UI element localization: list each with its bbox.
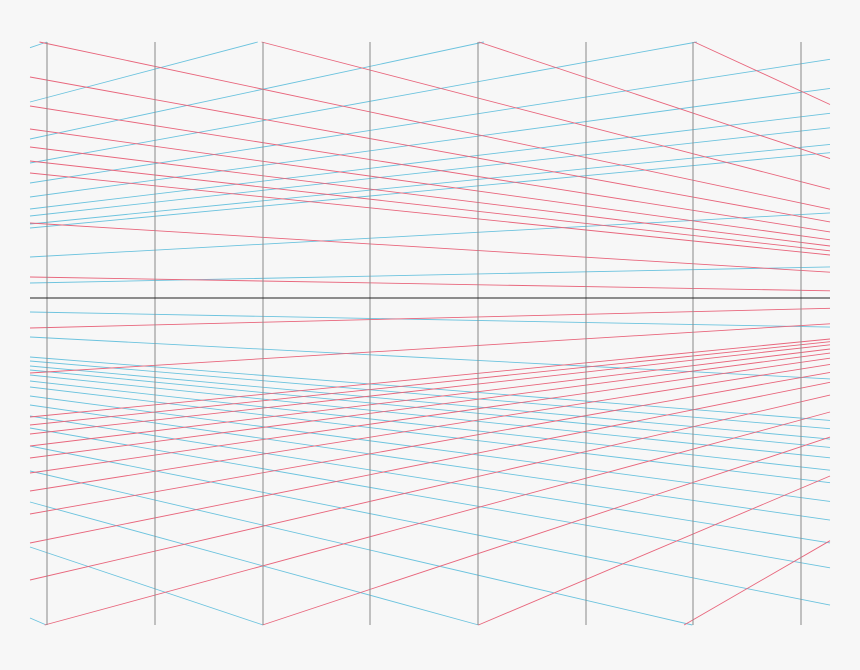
- right-perspective-line: [478, 41, 831, 160]
- right-perspective-line: [29, 348, 831, 447]
- right-perspective-line: [29, 363, 831, 492]
- right-perspective-line: [29, 76, 831, 223]
- left-perspective-line: [29, 415, 831, 544]
- left-perspective-line: [29, 427, 831, 569]
- right-perspective-line: [29, 160, 831, 252]
- right-perspective-line: [29, 344, 831, 435]
- right-perspective-line: [44, 411, 831, 626]
- left-perspective-line: [29, 360, 831, 430]
- right-vanishing-fan: [29, 41, 831, 626]
- left-perspective-line: [29, 152, 831, 229]
- left-perspective-line: [29, 58, 831, 184]
- right-perspective-line: [29, 276, 831, 292]
- left-perspective-line: [29, 365, 831, 440]
- right-perspective-line: [29, 338, 831, 418]
- left-perspective-line: [29, 501, 479, 626]
- left-perspective-line: [29, 112, 831, 210]
- right-perspective-line: [29, 146, 831, 247]
- left-vanishing-fan: [29, 41, 831, 626]
- left-perspective-line: [29, 41, 484, 140]
- right-perspective-line: [29, 222, 831, 273]
- left-perspective-line: [29, 617, 47, 626]
- right-perspective-line: [29, 105, 831, 233]
- right-perspective-line: [478, 475, 831, 626]
- left-perspective-line: [29, 266, 831, 284]
- left-perspective-line: [29, 445, 831, 606]
- right-perspective-line: [29, 128, 831, 241]
- left-perspective-line: [29, 470, 693, 626]
- left-perspective-line: [29, 386, 831, 484]
- right-perspective-line: [29, 307, 831, 329]
- right-perspective-line: [683, 540, 831, 626]
- left-perspective-line: [29, 374, 831, 459]
- left-perspective-line: [29, 380, 831, 471]
- right-perspective-line: [29, 172, 831, 256]
- vertical-lines: [46, 42, 802, 625]
- left-perspective-line: [29, 546, 264, 626]
- left-perspective-line: [29, 395, 831, 502]
- right-perspective-line: [39, 41, 831, 210]
- right-perspective-line: [29, 394, 831, 581]
- right-perspective-line: [262, 436, 831, 626]
- left-perspective-line: [29, 212, 831, 258]
- left-perspective-line: [29, 336, 831, 380]
- right-perspective-line: [29, 371, 831, 515]
- right-perspective-line: [29, 352, 831, 459]
- right-perspective-line: [29, 341, 831, 426]
- left-perspective-line: [29, 41, 258, 103]
- right-perspective-line: [29, 357, 831, 474]
- left-perspective-line: [29, 356, 831, 421]
- left-perspective-line: [29, 87, 831, 198]
- left-perspective-line: [29, 127, 831, 217]
- right-perspective-line: [29, 323, 831, 374]
- left-perspective-line: [29, 311, 831, 328]
- left-perspective-line: [29, 369, 831, 448]
- right-perspective-line: [29, 381, 831, 544]
- right-perspective-line: [261, 41, 831, 190]
- right-perspective-line: [694, 41, 831, 105]
